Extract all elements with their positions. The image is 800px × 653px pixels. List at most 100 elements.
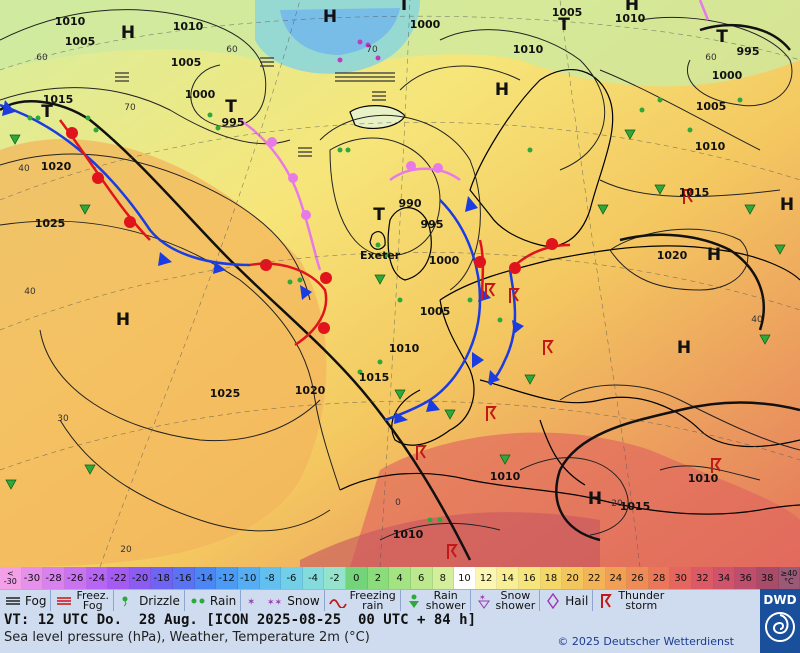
isobars (0, 9, 800, 541)
temperature-scale-cell: 32 (692, 567, 714, 589)
low-pressure-marker: T (41, 102, 53, 122)
legend-rain-shower-label: Rain shower (425, 589, 466, 612)
pressure-label: 1010 (393, 528, 424, 541)
temperature-scale-cell: -18 (151, 567, 173, 589)
high-pressure-marker: H (121, 23, 135, 43)
legend-hail-label: Hail (565, 594, 589, 608)
pressure-label: 1000 (429, 254, 460, 267)
africa-hot-area (300, 512, 600, 567)
temperature-scale-cell: -22 (108, 567, 130, 589)
snow-shower-icon: ✶ (475, 593, 493, 609)
graticule-label: 30 (57, 414, 69, 424)
pressure-label: 1010 (615, 12, 646, 25)
high-pressure-marker: H (625, 0, 639, 15)
temperature-scale-cell: -16 (173, 567, 195, 589)
pressure-label: 1005 (420, 305, 451, 318)
copyright: © 2025 Deutscher Wetterdienst (557, 635, 734, 648)
rain-shower-icon (405, 593, 423, 609)
temperature-scale-cell: 18 (540, 567, 563, 589)
map-info-panel: VT: 12 UTC Do. 28 Aug. [ICON 2025-08-25 … (0, 611, 760, 653)
temperature-scale-cell: 30 (670, 567, 692, 589)
legend-thunderstorm-label: Thunder storm (618, 589, 665, 612)
valid-time: VT: 12 UTC Do. 28 Aug. [ICON 2025-08-25 … (4, 612, 477, 628)
snow-icon: ✶ (245, 593, 263, 609)
temperature-scale-cell: -4 (302, 567, 325, 589)
pressure-label: 1000 (410, 18, 441, 31)
graticule-label: 40 (24, 287, 36, 297)
pressure-label: 1015 (620, 500, 651, 513)
svg-text:✶✶: ✶✶ (267, 598, 282, 607)
pressure-label: 995 (737, 45, 760, 58)
graticule-label: 20 (120, 545, 132, 555)
grid-labels: 60 60 70 70 40 40 30 20 0 20 40 60 (18, 45, 763, 555)
high-pressure-marker: H (780, 195, 794, 215)
dwd-logo-text: DWD (763, 593, 797, 607)
temperature-scale-cell: 26 (627, 567, 649, 589)
temperature-scale-cell: 14 (497, 567, 519, 589)
pressure-label: 1020 (41, 160, 72, 173)
legend-rain-label: Rain (209, 594, 237, 608)
temperature-scale-cell: 20 (562, 567, 584, 589)
temperature-scale-cell: 2 (367, 567, 390, 589)
thunderstorm-markers (416, 189, 722, 559)
greenland-very-cold-area (280, 8, 400, 55)
legend-hail: Hail (540, 590, 594, 612)
pressure-label: 1000 (185, 88, 216, 101)
graticule-label: 60 (705, 53, 717, 63)
graticule-label: 60 (226, 45, 238, 55)
temperature-color-scale: < -30 -30 -28 -26 -24 -22 -20 -18 -16 -14 -12 -10 -8… (0, 567, 800, 589)
dwd-logo[interactable]: DWD (760, 589, 800, 653)
legend-snow-shower: ✶ Snow shower (471, 590, 541, 612)
temperature-scale-cell: 36 (735, 567, 757, 589)
map-description: Sea level pressure (hPa), Weather, Tempe… (4, 630, 370, 645)
high-pressure-marker: H (323, 7, 337, 27)
temperature-scale-cell: -14 (194, 567, 217, 589)
graticule-label: 0 (395, 498, 401, 508)
pressure-label: 1020 (295, 384, 326, 397)
temperature-scale-cell: -12 (216, 567, 238, 589)
pressure-label: 1010 (173, 20, 204, 33)
temperature-scale-cell: 38 (756, 567, 779, 589)
low-pressure-marker: T (716, 27, 728, 47)
temperature-scale-cell: -24 (86, 567, 109, 589)
legend-rain-shower: Rain shower (401, 590, 471, 612)
temperature-scale-cell: 10 (454, 567, 476, 589)
freezing-fog-icon (55, 593, 73, 609)
british-isles-land-outline (369, 207, 432, 281)
temperature-scale-cell: 22 (583, 567, 606, 589)
snow-heavy-icon: ✶✶ (266, 593, 284, 609)
thunderstorm-symbol (447, 544, 458, 559)
drizzle-icon (118, 593, 136, 609)
weather-map[interactable]: 1010 1005 1010 1005 1000 995 1015 1020 1025 1000 1… (0, 0, 800, 567)
high-pressure-marker: H (677, 338, 691, 358)
station-label-exeter: Exeter (360, 249, 401, 262)
thunderstorm-symbol (543, 340, 554, 355)
thunderstorm-symbol (485, 283, 496, 298)
pressure-label: 1025 (35, 217, 66, 230)
temperature-scale-cell: -2 (324, 567, 346, 589)
pressure-label: 1005 (552, 6, 583, 19)
temperature-scale-cell: 24 (605, 567, 628, 589)
legend-snow: ✶ ✶✶ Snow (241, 590, 325, 612)
legend-freezing-fog-label: Freez. Fog (76, 589, 110, 612)
legend-freezing-fog: Freez. Fog (51, 589, 115, 612)
temperature-scale-cell: 16 (519, 567, 541, 589)
low-pressure-marker: T (398, 0, 410, 15)
legend-thunderstorm: Thunder storm (593, 590, 668, 612)
temperature-scale-cell: -8 (259, 567, 282, 589)
low-centers: T T T T T T (41, 0, 728, 225)
temperature-scale-cell: 6 (410, 567, 433, 589)
temperature-scale-cell: 34 (713, 567, 736, 589)
temperature-scale-cell: 28 (648, 567, 671, 589)
pressure-label: 995 (222, 116, 245, 129)
temperature-scale-cell: -6 (281, 567, 303, 589)
legend-snow-shower-label: Snow shower (495, 589, 536, 612)
high-pressure-marker: H (588, 489, 602, 509)
pressure-label: 1005 (171, 56, 202, 69)
graticule-label: 70 (366, 45, 378, 55)
graticule-label: 40 (18, 164, 30, 174)
pressure-label: 1015 (43, 93, 74, 106)
legend-snow-label: Snow (287, 594, 320, 608)
temperature-scale-cell: -28 (43, 567, 65, 589)
